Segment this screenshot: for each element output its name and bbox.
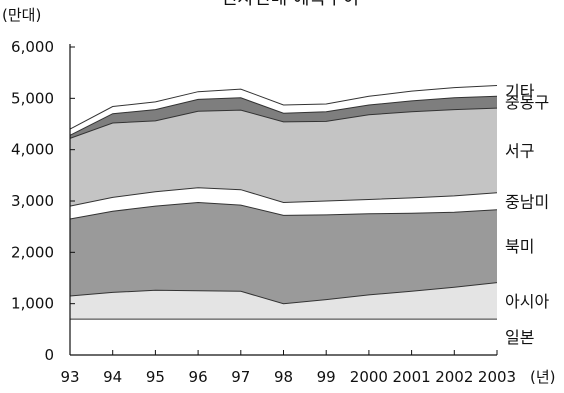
area-boundary-2 [69,282,498,305]
x-axis-unit-label: (년) [530,368,556,386]
x-tick-label: 97 [231,368,250,386]
y-tick-label: 5,000 [11,89,54,107]
x-tick-label: 2002 [435,368,473,386]
areas-layer [70,85,497,355]
x-tick-label: 99 [317,368,336,386]
series-label: 서구 [505,141,534,160]
boundary-lines [69,85,498,320]
x-tick-label: 93 [60,368,79,386]
y-axis-unit-label: (만대) [2,6,41,24]
x-tick-label: 94 [103,368,122,386]
area-6 [70,96,497,139]
area-7 [70,85,497,136]
area-boundary-6 [69,95,498,136]
area-boundary-7 [69,85,498,130]
x-tick-label: 95 [146,368,165,386]
x-tick-label: 2000 [350,368,388,386]
x-tick-label: 96 [189,368,208,386]
y-tick-label: 2,000 [11,243,54,261]
area-boundary-5 [69,107,498,139]
area-5 [70,108,497,207]
y-tick-label: 4,000 [11,141,54,159]
area-boundary-3 [69,201,498,220]
y-tick-label: 0 [44,346,54,364]
y-tick-label: 1,000 [11,295,54,313]
x-ticks: 93 94 95 96 97 98 99 2000 2001 2002 2003 [60,350,516,386]
area-boundary-4 [69,187,498,207]
series-label: 기타 [505,82,535,101]
area-2 [70,282,497,320]
series-label: 북미 [505,237,534,256]
y-tick-label: 6,000 [11,38,54,56]
x-tick-label: 2003 [478,368,516,386]
area-1 [70,319,497,355]
series-label: 중동구 [505,93,549,112]
area-3 [70,202,497,304]
series-label: 일본 [505,328,534,347]
x-tick-label: 98 [274,368,293,386]
x-tick-label: 2001 [393,368,431,386]
area-4 [70,187,497,219]
series-label: 중남미 [505,192,549,211]
y-ticks: 0 1,000 2,000 3,000 4,000 5,000 6,000 [11,38,75,364]
series-label: 아시아 [505,292,549,311]
y-tick-label: 3,000 [11,192,54,210]
chart-title: 전자전매 예측추이 [221,0,359,9]
